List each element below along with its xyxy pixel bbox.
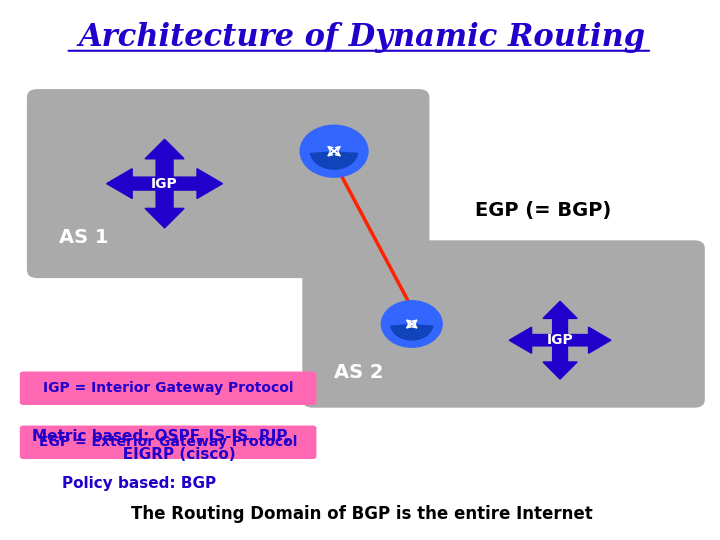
Wedge shape: [390, 324, 433, 341]
Wedge shape: [310, 151, 359, 170]
FancyArrow shape: [145, 184, 184, 228]
FancyArrow shape: [145, 139, 184, 184]
Text: AS 1: AS 1: [58, 228, 108, 247]
Circle shape: [382, 301, 442, 347]
FancyBboxPatch shape: [27, 89, 429, 278]
FancyArrow shape: [509, 327, 560, 353]
Text: Metric based: OSPF, IS-IS, RIP,
       EIGRP (cisco): Metric based: OSPF, IS-IS, RIP, EIGRP (c…: [32, 429, 290, 462]
Circle shape: [300, 125, 368, 177]
Text: Architecture of Dynamic Routing: Architecture of Dynamic Routing: [78, 22, 646, 53]
Text: IGP: IGP: [546, 333, 573, 347]
Text: AS 2: AS 2: [334, 363, 384, 382]
Text: Policy based: BGP: Policy based: BGP: [62, 476, 216, 491]
Text: IGP: IGP: [151, 177, 178, 191]
FancyBboxPatch shape: [20, 372, 316, 405]
FancyBboxPatch shape: [302, 240, 705, 408]
FancyArrow shape: [165, 168, 222, 199]
Text: EGP = Exterior Gateway Protocol: EGP = Exterior Gateway Protocol: [39, 435, 297, 449]
Text: EGP (= BGP): EGP (= BGP): [475, 201, 611, 220]
Text: The Routing Domain of BGP is the entire Internet: The Routing Domain of BGP is the entire …: [132, 505, 593, 523]
FancyArrow shape: [543, 301, 577, 340]
Text: IGP = Interior Gateway Protocol: IGP = Interior Gateway Protocol: [43, 381, 293, 395]
FancyBboxPatch shape: [20, 426, 316, 459]
FancyArrow shape: [543, 340, 577, 379]
FancyArrow shape: [560, 327, 611, 353]
FancyArrow shape: [107, 168, 165, 199]
